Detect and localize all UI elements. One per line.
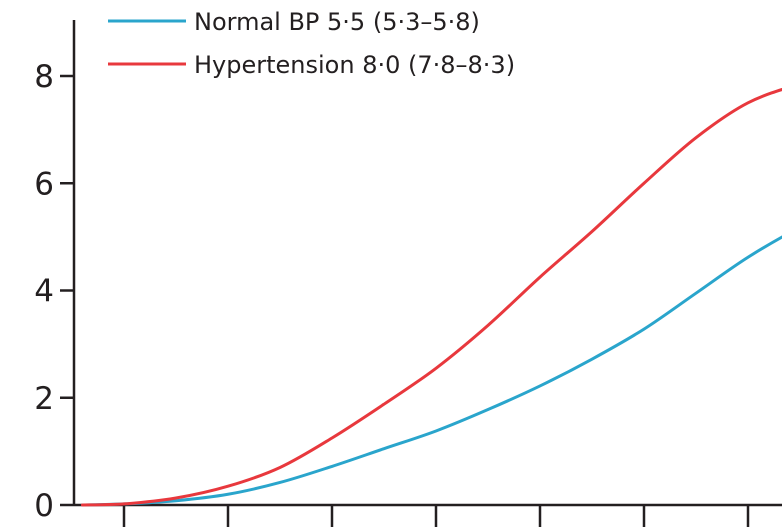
y-tick-label: 0 <box>34 488 54 524</box>
y-tick-label: 2 <box>34 381 54 417</box>
axes <box>72 20 782 507</box>
legend-label-hypertension: Hypertension 8·0 (7·8–8·3) <box>194 51 515 79</box>
y-tick-label: 6 <box>34 166 54 202</box>
y-tick-label: 8 <box>34 59 54 95</box>
y-tick-label: 4 <box>34 274 54 310</box>
series-layer <box>80 87 782 507</box>
y-axis-ticks: 0 2 4 6 8 <box>34 59 74 524</box>
legend-label-normal-bp: Normal BP 5·5 (5·3–5·8) <box>194 8 480 36</box>
series-line-normal-bp <box>80 235 782 507</box>
series-line-hypertension <box>80 87 782 507</box>
x-axis-ticks <box>122 505 750 527</box>
legend: Normal BP 5·5 (5·3–5·8) Hypertension 8·0 … <box>108 8 515 79</box>
